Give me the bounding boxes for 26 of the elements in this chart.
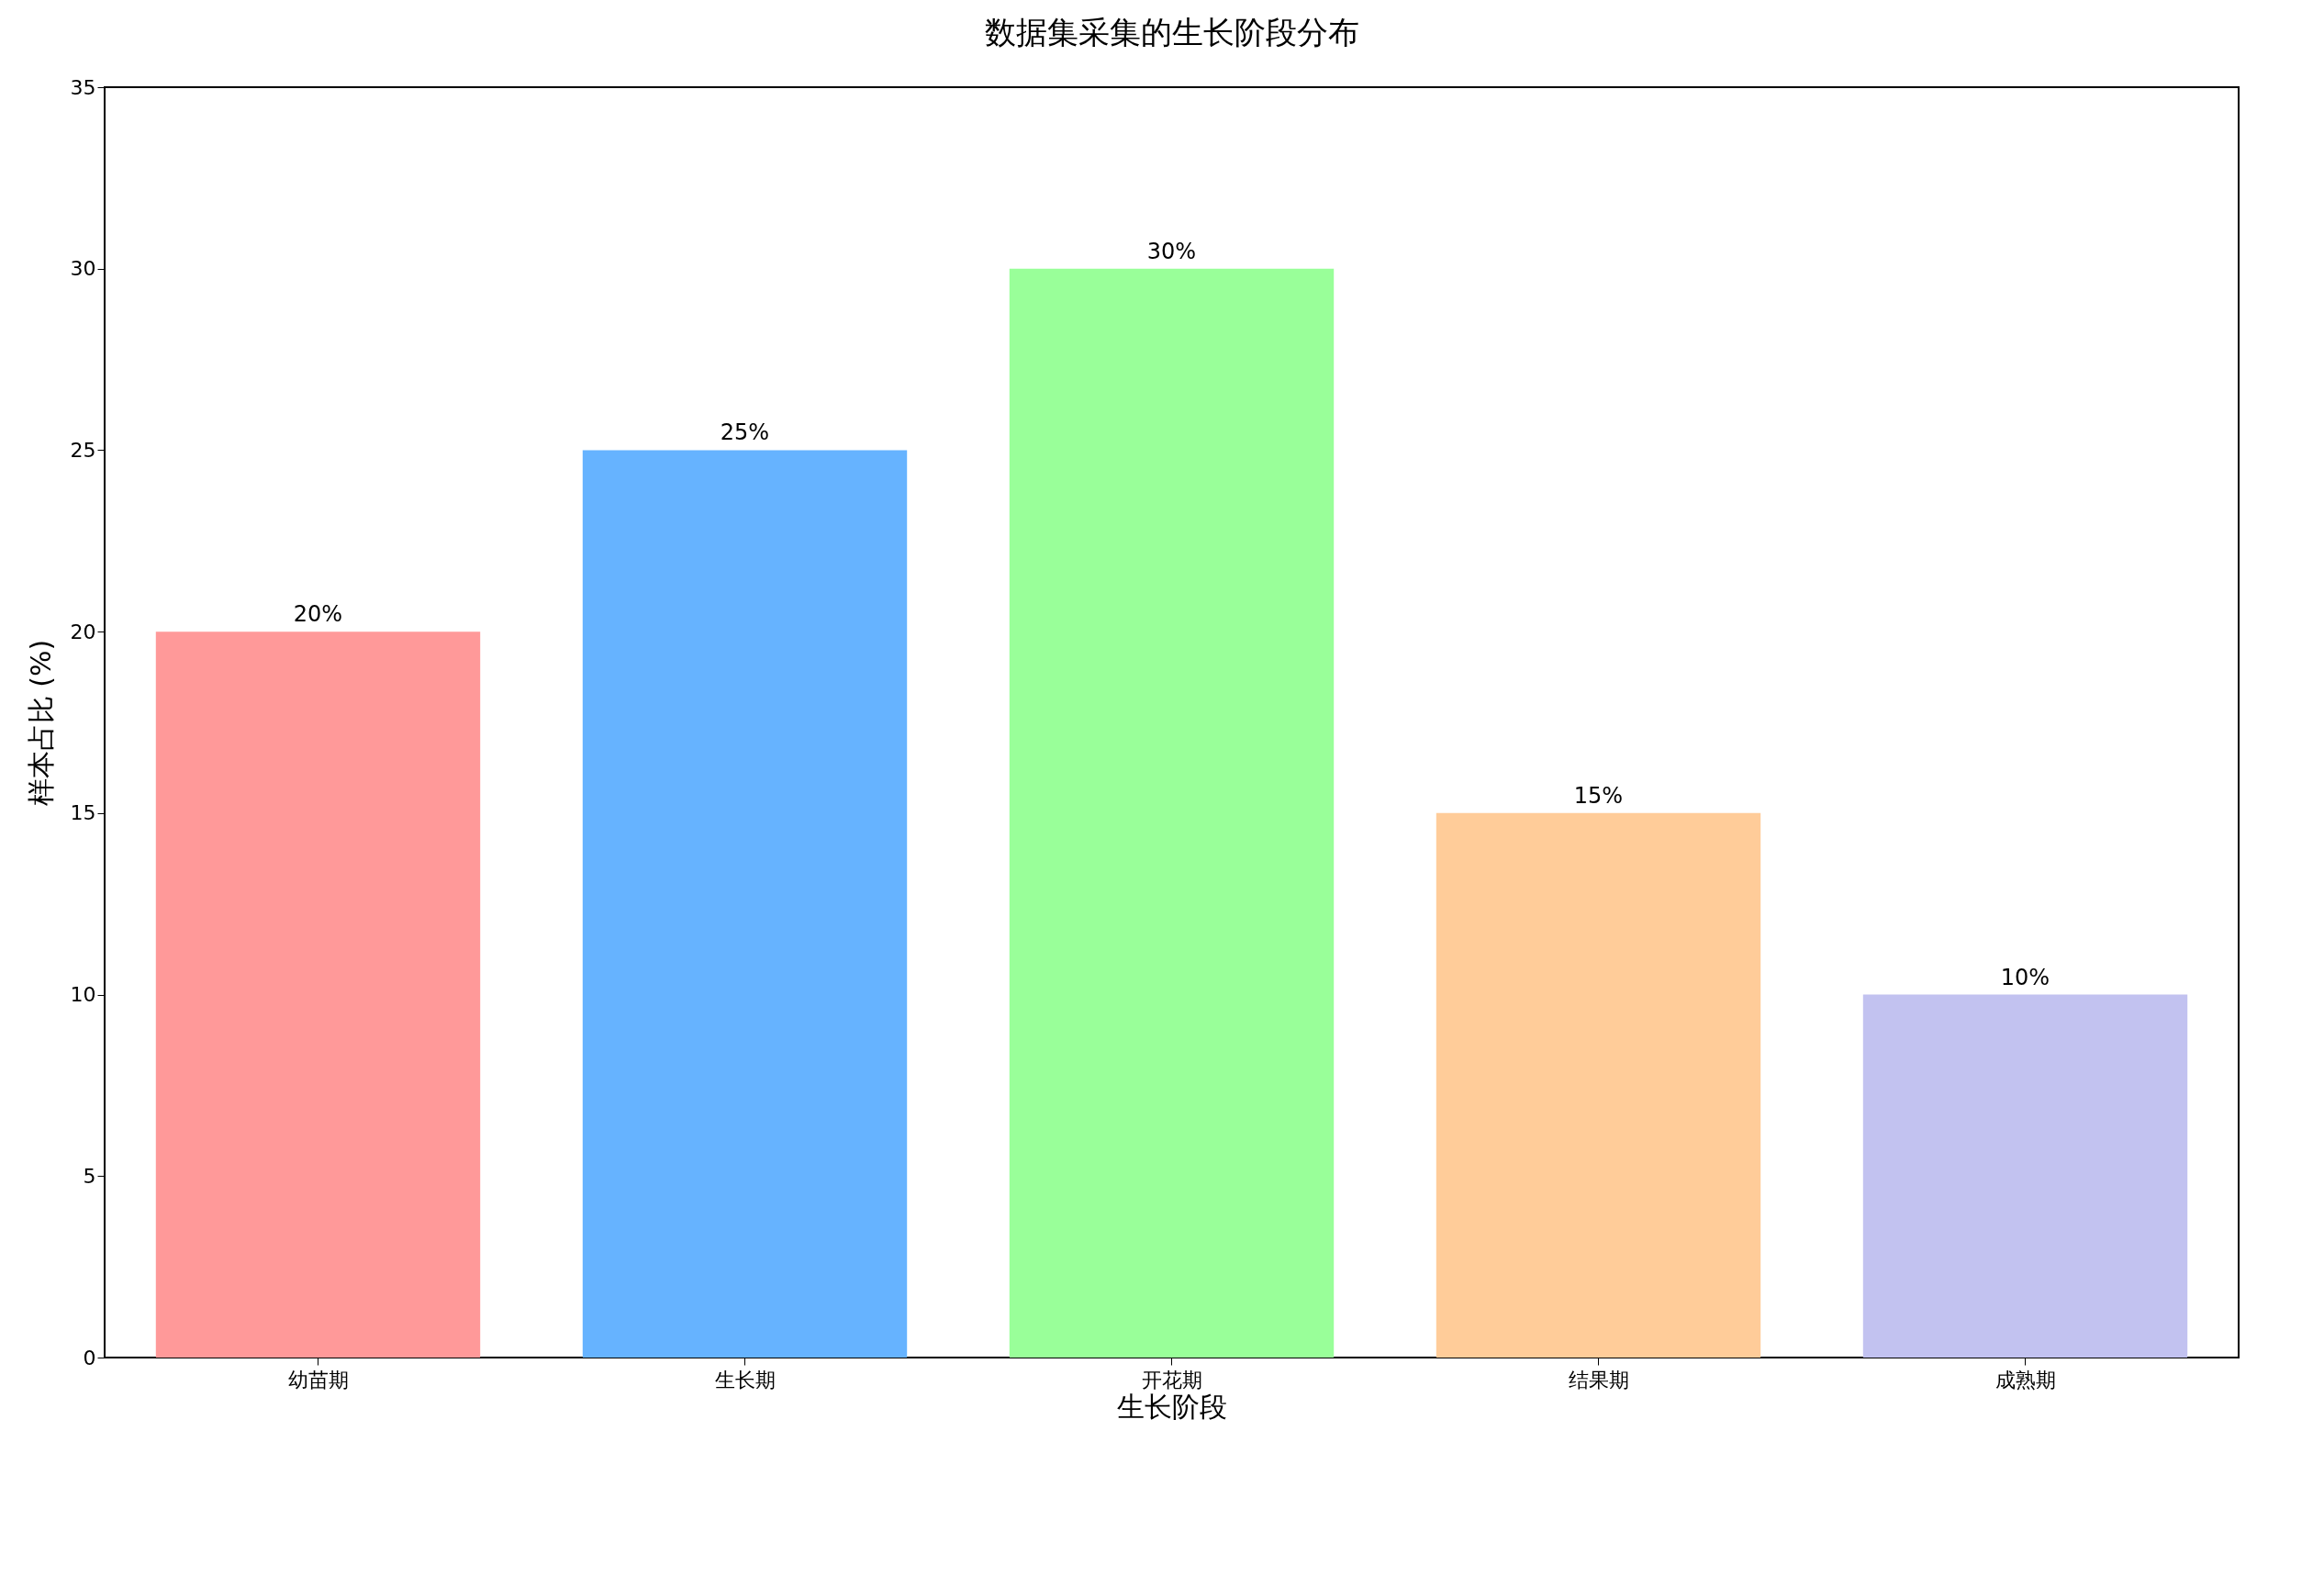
x-tick-label: 幼苗期 <box>287 1368 349 1392</box>
y-tick-label: 30 <box>70 257 96 281</box>
x-tick-label: 生长期 <box>714 1368 776 1392</box>
y-tick-label: 35 <box>70 75 96 99</box>
bar <box>1009 268 1335 1358</box>
bar <box>1862 994 2188 1358</box>
x-tick-label: 成熟期 <box>1994 1368 2056 1392</box>
y-tick-label: 25 <box>70 438 96 462</box>
data-label: 15% <box>1573 782 1624 809</box>
bar <box>582 450 908 1358</box>
y-tick-label: 10 <box>70 983 96 1007</box>
data-label: 20% <box>293 601 343 628</box>
chart-title: 数据集采集的生长阶段分布 <box>984 14 1359 50</box>
y-tick-label: 5 <box>83 1164 96 1188</box>
y-tick-label: 0 <box>83 1346 96 1369</box>
x-tick-label: 结果期 <box>1568 1368 1629 1392</box>
bar <box>155 632 481 1358</box>
data-label: 30% <box>1146 238 1197 264</box>
x-axis-title: 生长阶段 <box>1117 1390 1227 1423</box>
y-tick-label: 20 <box>70 620 96 643</box>
data-label: 10% <box>2000 964 2050 990</box>
data-label: 25% <box>720 419 770 446</box>
x-tick-label: 开花期 <box>1141 1368 1202 1392</box>
y-tick-label: 15 <box>70 801 96 825</box>
bar <box>1436 812 1761 1358</box>
y-axis-title: 样本占比 (%) <box>24 639 57 807</box>
